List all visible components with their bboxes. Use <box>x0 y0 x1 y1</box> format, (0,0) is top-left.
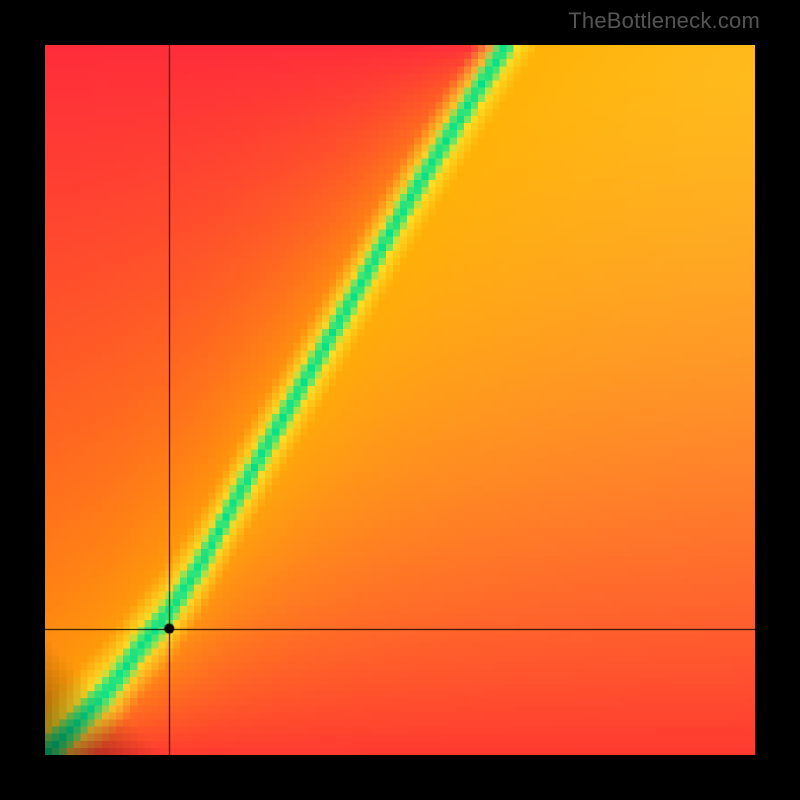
crosshair-overlay <box>45 45 755 755</box>
figure-container: TheBottleneck.com <box>0 0 800 800</box>
watermark-text: TheBottleneck.com <box>568 8 760 34</box>
